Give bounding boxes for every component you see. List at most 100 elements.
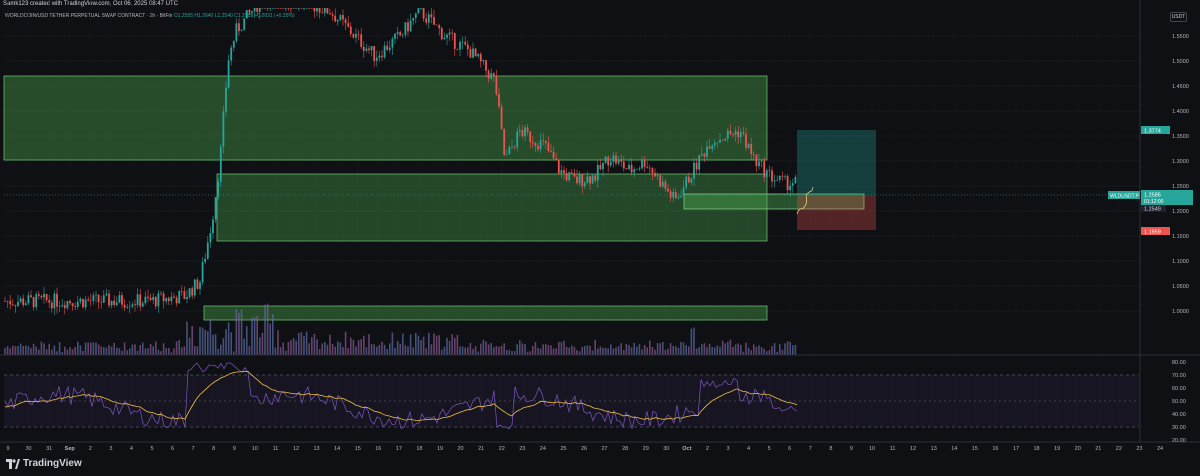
candle-body[interactable] [74,306,77,307]
candle-body[interactable] [659,175,662,187]
candle-body[interactable] [162,293,165,302]
candle-body[interactable] [160,293,162,295]
candle-body[interactable] [617,159,620,164]
candle-body[interactable] [464,41,467,45]
candle-body[interactable] [752,153,755,155]
candle-body[interactable] [152,296,155,301]
candle-body[interactable] [453,32,456,49]
candle-body[interactable] [323,8,326,13]
candle-body[interactable] [201,262,204,283]
candle-body[interactable] [641,159,643,169]
candle-body[interactable] [508,147,511,155]
candle-body[interactable] [157,293,160,307]
candle-body[interactable] [297,8,300,9]
candle-body[interactable] [344,19,347,24]
candle-body[interactable] [274,8,277,9]
currency-button[interactable]: USDT [1170,12,1187,22]
candle-body[interactable] [261,8,264,9]
candle-body[interactable] [672,192,675,198]
candle-body[interactable] [568,172,571,181]
candle-body[interactable] [342,15,344,20]
candle-body[interactable] [602,162,604,170]
candle-body[interactable] [427,14,430,23]
price-axis[interactable]: 1.5500 1.5000 1.4500 1.4000 1.3500 1.3000 1.25… [1172,34,1189,315]
candle-body[interactable] [139,294,142,307]
candle-body[interactable] [368,48,370,51]
candle-body[interactable] [35,294,38,308]
candle-body[interactable] [708,146,711,149]
candle-body[interactable] [487,70,490,79]
candle-body[interactable] [329,13,331,15]
demand-zone-lower[interactable] [203,305,768,321]
candle-body[interactable] [204,258,207,263]
candle-body[interactable] [136,294,139,306]
candle-body[interactable] [147,296,149,298]
candle-body[interactable] [95,294,97,296]
candle-body[interactable] [791,183,794,186]
candle-body[interactable] [477,54,480,57]
candle-body[interactable] [622,161,625,169]
candle-body[interactable] [539,140,542,150]
candle-body[interactable] [264,8,266,9]
candle-body[interactable] [339,15,342,21]
candle-body[interactable] [544,140,547,143]
candle-body[interactable] [513,146,516,148]
candle-body[interactable] [256,8,259,12]
candle-body[interactable] [526,127,529,132]
candle-body[interactable] [209,233,212,243]
candle-body[interactable] [466,44,469,50]
candle-body[interactable] [563,170,565,174]
candle-body[interactable] [310,8,313,9]
candle-body[interactable] [784,176,786,177]
candle-body[interactable] [557,160,560,174]
candlesticks[interactable] [4,8,797,315]
candle-body[interactable] [760,160,763,162]
candle-body[interactable] [61,305,64,307]
candle-body[interactable] [583,182,586,187]
candle-body[interactable] [745,133,747,148]
candle-body[interactable] [719,139,721,143]
candle-body[interactable] [786,176,789,191]
candle-body[interactable] [448,32,451,35]
candle-body[interactable] [167,298,170,302]
candle-body[interactable] [45,293,48,301]
candle-body[interactable] [92,295,95,302]
candle-body[interactable] [100,301,103,303]
candle-body[interactable] [503,128,506,155]
candle-body[interactable] [232,41,235,48]
candle-body[interactable] [547,142,550,151]
entry-zone[interactable] [683,193,865,210]
candle-body[interactable] [154,296,157,307]
candle-body[interactable] [349,26,352,35]
candle-body[interactable] [726,130,729,139]
candle-body[interactable] [279,8,282,9]
candle-body[interactable] [700,153,703,156]
candle-body[interactable] [251,11,253,13]
candle-body[interactable] [121,295,123,305]
candle-body[interactable] [290,8,292,9]
candle-body[interactable] [490,73,493,79]
candle-body[interactable] [115,302,118,306]
candle-body[interactable] [219,146,222,182]
candle-body[interactable] [14,304,17,306]
candle-body[interactable] [32,297,35,308]
candle-body[interactable] [414,13,417,18]
candle-body[interactable] [321,12,324,14]
candle-body[interactable] [58,306,61,307]
candle-body[interactable] [303,8,305,9]
candle-body[interactable] [9,300,12,305]
candle-body[interactable] [581,174,584,187]
candle-body[interactable] [404,22,407,35]
candle-body[interactable] [643,159,646,168]
candle-body[interactable] [238,23,240,32]
candle-body[interactable] [472,48,474,58]
candle-body[interactable] [365,48,368,51]
position-stop-box[interactable] [797,196,876,230]
candle-body[interactable] [516,131,519,148]
candle-body[interactable] [118,295,121,303]
candle-body[interactable] [269,8,272,9]
candle-body[interactable] [165,298,168,302]
candle-body[interactable] [669,191,672,198]
candle-body[interactable] [781,175,784,177]
candle-body[interactable] [687,176,690,183]
